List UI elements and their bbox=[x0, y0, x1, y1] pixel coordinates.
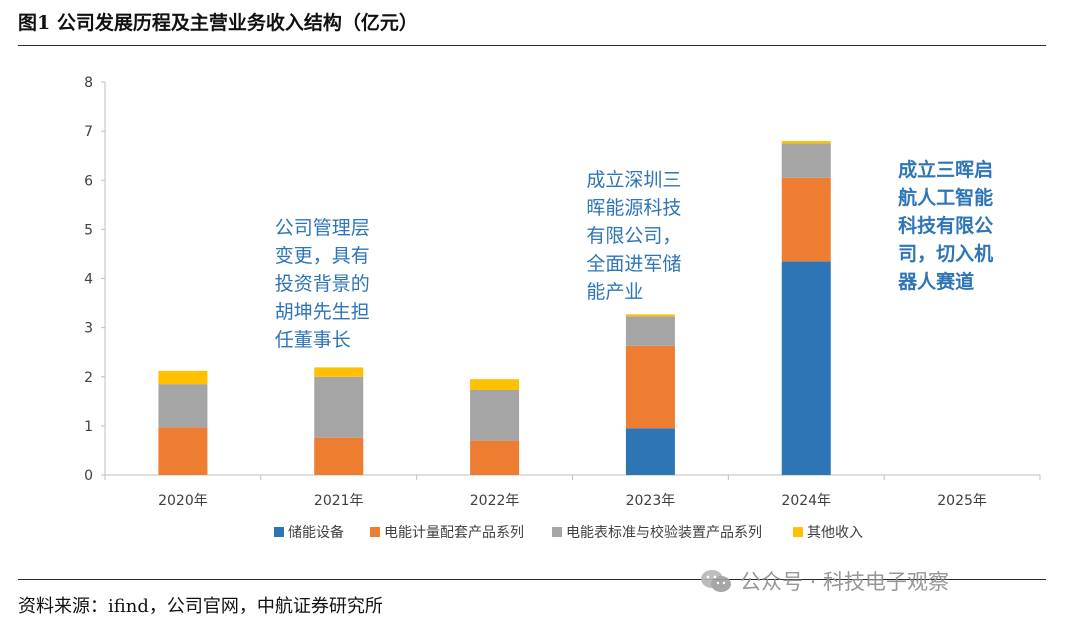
bar-segment bbox=[470, 440, 520, 475]
bar-segment bbox=[625, 316, 675, 346]
legend: 储能设备 电能计量配套产品系列 电能表标准与校验装置产品系列 其他收入 bbox=[274, 524, 863, 541]
top-rule bbox=[18, 45, 1046, 46]
annotation-line: 变更，具有 bbox=[275, 245, 370, 267]
y-tick-label: 4 bbox=[84, 272, 93, 288]
legend-swatch bbox=[370, 527, 380, 537]
tick-labels: 0 1 2 3 4 5 6 7 8 2020年 2021年 2022年 2023年 2024年 2025年 bbox=[84, 75, 987, 509]
watermark-text: 公众号 · 科技电子观察 bbox=[740, 570, 950, 594]
y-tick-label: 8 bbox=[84, 75, 93, 91]
bar-segment bbox=[470, 379, 520, 391]
bar-segment bbox=[781, 261, 831, 475]
annotation-line: 全面进军储 bbox=[586, 253, 681, 275]
y-tick-label: 5 bbox=[84, 222, 93, 238]
y-tick-label: 2 bbox=[84, 370, 93, 386]
bar-segment bbox=[314, 367, 364, 377]
y-tick-label: 7 bbox=[84, 124, 93, 140]
figure-title: 图1 公司发展历程及主营业务收入结构（亿元） bbox=[18, 12, 418, 34]
annotation-line: 任董事长 bbox=[275, 329, 351, 351]
annotation-line: 胡坤先生担 bbox=[275, 301, 370, 323]
y-tick-label: 3 bbox=[84, 321, 93, 337]
bar-segment bbox=[625, 345, 675, 429]
bar-segment bbox=[781, 143, 831, 178]
legend-label: 电能表标准与校验装置产品系列 bbox=[566, 524, 762, 541]
annotation-line: 能产业 bbox=[586, 281, 643, 303]
bar-segment bbox=[314, 437, 364, 475]
x-tick-label: 2023年 bbox=[626, 493, 676, 509]
wechat-icon bbox=[701, 570, 731, 592]
annotation-line: 司，切入机 bbox=[898, 243, 993, 265]
source-note: 资料来源：ifind，公司官网，中航证券研究所 bbox=[18, 596, 383, 617]
x-tick-label: 2020年 bbox=[158, 493, 208, 509]
annotation-line: 有限公司， bbox=[586, 225, 681, 247]
bar-segment bbox=[470, 390, 520, 441]
y-tick-label: 1 bbox=[84, 419, 93, 435]
bars bbox=[158, 140, 831, 475]
x-tick-label: 2021年 bbox=[314, 493, 364, 509]
bottom-rule bbox=[18, 579, 1046, 580]
y-tick-label: 6 bbox=[84, 173, 93, 189]
x-tick-label: 2022年 bbox=[470, 493, 520, 509]
legend-label: 储能设备 bbox=[288, 524, 344, 541]
annotation-line: 公司管理层 bbox=[275, 217, 370, 239]
annotation-line: 科技有限公 bbox=[898, 214, 993, 237]
annotation-line: 成立三晖启 bbox=[898, 158, 993, 181]
bar-segment bbox=[625, 428, 675, 475]
bar-segment bbox=[158, 370, 208, 385]
bar-segment bbox=[158, 427, 208, 475]
legend-swatch bbox=[793, 527, 803, 537]
legend-swatch bbox=[552, 527, 562, 537]
annotation-line: 航人工智能 bbox=[898, 186, 993, 209]
bar-segment bbox=[625, 314, 675, 317]
annotation-line: 器人赛道 bbox=[897, 270, 974, 293]
annotation-line: 成立深圳三 bbox=[586, 169, 681, 191]
annotation-line: 投资背景的 bbox=[275, 273, 370, 295]
x-tick-label: 2024年 bbox=[781, 493, 831, 509]
watermark: 公众号 · 科技电子观察 bbox=[700, 566, 949, 596]
axes bbox=[101, 81, 1041, 480]
legend-label: 其他收入 bbox=[807, 525, 863, 541]
bar-segment bbox=[781, 140, 831, 144]
legend-label: 电能计量配套产品系列 bbox=[384, 525, 524, 541]
legend-swatch bbox=[274, 527, 284, 537]
bar-segment bbox=[314, 376, 364, 438]
bar-segment bbox=[781, 177, 831, 262]
annotation-line: 晖能源科技 bbox=[586, 197, 681, 219]
bar-segment bbox=[158, 384, 208, 428]
x-tick-label: 2025年 bbox=[937, 493, 987, 509]
y-tick-label: 0 bbox=[84, 468, 93, 484]
